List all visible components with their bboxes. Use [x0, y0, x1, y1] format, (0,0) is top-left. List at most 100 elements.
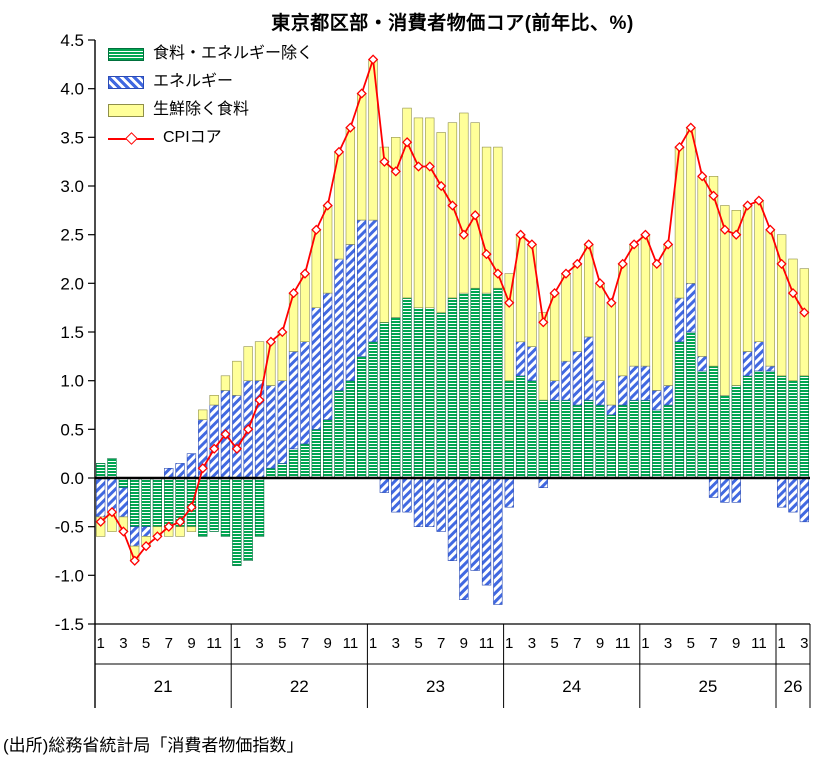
bar-segment — [742, 375, 753, 479]
bar-segment — [731, 210, 741, 386]
month-tick-label: 1 — [97, 635, 105, 652]
diamond-marker-icon — [424, 161, 435, 172]
bar-segment — [334, 390, 344, 479]
bar-segment — [96, 463, 106, 479]
bar-segment — [345, 127, 355, 245]
diamond-marker-icon — [458, 229, 469, 240]
legend-item-cpi-core: CPIコア — [108, 130, 313, 146]
bar-segment — [799, 477, 809, 523]
diamond-marker-icon — [628, 239, 640, 250]
month-tick-label: 3 — [664, 635, 672, 652]
bar-segment — [436, 312, 446, 479]
month-tick-label: 5 — [142, 635, 150, 652]
y-tick-label: 0.5 — [60, 420, 84, 439]
month-tick-label: 3 — [255, 635, 263, 652]
bar-segment — [379, 321, 389, 479]
diamond-marker-icon — [118, 526, 129, 537]
bar-segment — [356, 219, 367, 357]
bar-segment — [765, 370, 775, 479]
bar-segment — [334, 258, 344, 391]
bar-segment — [640, 234, 651, 367]
bar-segment — [549, 380, 560, 401]
bar-segment — [776, 375, 787, 479]
y-tick-label: 3.5 — [60, 128, 84, 147]
diamond-marker-icon — [174, 516, 186, 527]
bar-segment — [107, 458, 117, 479]
bar-segment — [277, 331, 287, 382]
bar-segment — [674, 341, 685, 479]
cpi-core-line — [95, 54, 810, 566]
y-tick-label: 2.5 — [60, 226, 84, 245]
bar-segment — [107, 477, 117, 513]
y-tick-label: 4.0 — [60, 80, 84, 99]
bar-segment — [595, 380, 605, 406]
legend-item-energy: エネルギー — [108, 74, 313, 90]
diamond-marker-icon — [186, 502, 197, 513]
month-tick-label: 3 — [392, 635, 400, 652]
diamond-marker-icon — [572, 258, 583, 270]
year-tick-label: 26 — [784, 677, 803, 696]
bar-segment — [243, 346, 253, 382]
diamond-marker-icon — [311, 224, 322, 235]
chart-title: 東京都区部・消費者物価コア(前年比、%) — [271, 13, 634, 34]
month-tick-label: 9 — [324, 635, 332, 652]
green-hatch-swatch-icon — [108, 47, 144, 61]
bar-segment — [731, 477, 741, 503]
bar-segment — [425, 117, 435, 309]
bar-segment — [232, 360, 242, 396]
diamond-marker-icon — [367, 54, 379, 65]
bar-segment — [345, 380, 355, 479]
bar-segment — [720, 394, 730, 479]
diamond-marker-icon — [538, 317, 549, 328]
bar-segment — [209, 394, 219, 406]
diamond-marker-icon — [685, 122, 696, 133]
bar-segment — [572, 404, 582, 479]
diamond-marker-icon — [617, 258, 628, 270]
month-tick-label: 9 — [460, 635, 468, 652]
source-note: (出所)総務省統計局「消費者物価指数」 — [3, 736, 304, 755]
diamond-marker-icon — [651, 258, 662, 270]
bar-segment — [595, 282, 605, 381]
diamond-marker-icon — [708, 190, 719, 201]
bar-segment — [504, 273, 514, 382]
bar-segment — [618, 263, 628, 377]
month-tick-label: 7 — [709, 635, 717, 652]
bar-segment — [561, 273, 571, 362]
bar-segment — [413, 477, 424, 528]
bar-segment — [300, 443, 310, 479]
bar-segment — [459, 477, 469, 600]
y-tick-label: 1.0 — [60, 372, 84, 391]
month-tick-label: 11 — [615, 635, 631, 652]
bar-segment — [311, 428, 321, 479]
legend-label: CPIコア — [163, 129, 222, 146]
bar-segment — [379, 477, 389, 493]
bar-segment — [572, 263, 582, 352]
bar-segment — [243, 477, 253, 561]
bar-segment — [447, 477, 458, 561]
bar-segment — [708, 477, 719, 498]
bar-segment — [96, 477, 106, 518]
bar-segment — [175, 526, 185, 537]
bar-segment — [152, 477, 162, 528]
bar-segment — [799, 375, 809, 479]
bar-segment — [436, 132, 446, 313]
bar-segment — [402, 107, 412, 299]
diamond-marker-icon — [129, 555, 140, 566]
month-tick-label: 1 — [369, 635, 377, 652]
legend-label: エネルギー — [153, 73, 234, 90]
bar-segment — [470, 287, 480, 479]
y-tick-label: -1.5 — [55, 615, 84, 634]
month-tick-label: 1 — [641, 635, 649, 652]
year-tick-label: 24 — [562, 677, 581, 696]
bar-segment — [686, 282, 696, 333]
bar-segment — [186, 453, 197, 479]
bar-segment — [686, 127, 696, 284]
y-tick-label: -0.5 — [55, 518, 84, 537]
chart-canvas: -1.5 -1.0 -0.5 0.0 0.5 1.0 1.5 2.0 2.5 3.0 3.5 4.0 4… — [55, 31, 811, 708]
y-axis: -1.5 -1.0 -0.5 0.0 0.5 1.0 1.5 2.0 2.5 3.0 3.5 4.0 4… — [55, 31, 96, 708]
bar-segment — [618, 375, 628, 406]
month-tick-label: 5 — [550, 635, 558, 652]
diamond-marker-icon — [322, 200, 333, 211]
